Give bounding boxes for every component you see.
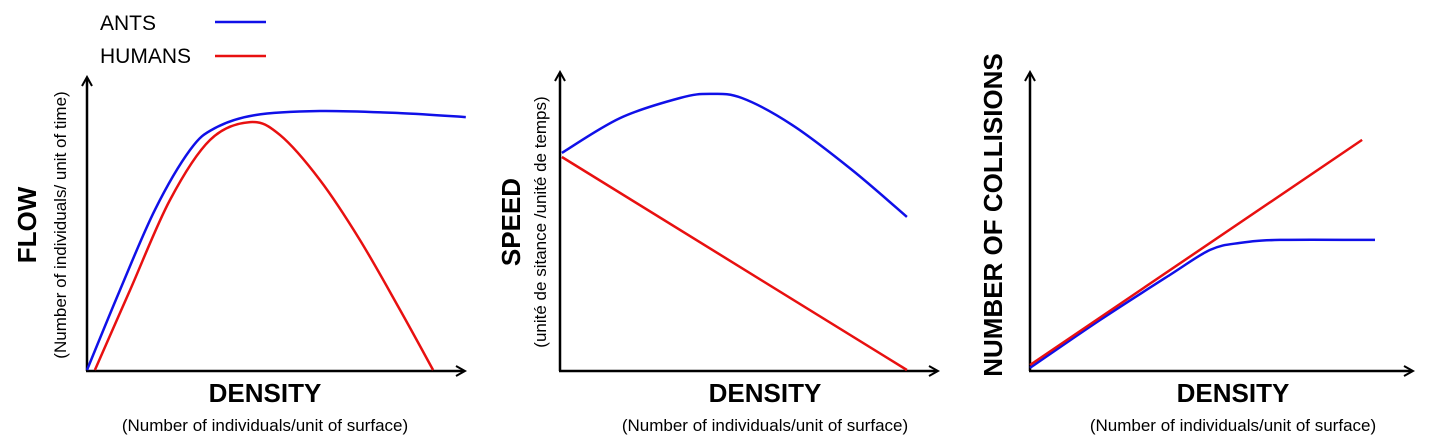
x-axis-subtitle: (Number of individuals/unit of surface) (1090, 416, 1376, 435)
x-axis-title: DENSITY (709, 378, 822, 408)
x-axis-title: DENSITY (1177, 378, 1290, 408)
speed-chart: SPEED (unité de sitance /unité de temps)… (496, 73, 937, 435)
collisions-chart: NUMBER OF COLLISIONS DENSITY (Number of … (978, 53, 1412, 435)
y-axis-title: NUMBER OF COLLISIONS (978, 53, 1008, 377)
y-axis-subtitle: (unité de sitance /unité de temps) (531, 96, 550, 347)
x-axis-subtitle: (Number of individuals/unit of surface) (122, 416, 408, 435)
flow-chart: FLOW (Number of individuals/ unit of tim… (12, 78, 466, 435)
series-line-humans (561, 155, 908, 372)
legend-label-humans: HUMANS (100, 45, 191, 68)
y-axis-title: FLOW (12, 186, 42, 263)
y-axis-title: SPEED (496, 178, 526, 266)
legend: ANTS HUMANS (100, 12, 266, 68)
series-line-ants (1029, 238, 1376, 369)
legend-label-ants: ANTS (100, 12, 156, 35)
x-axis-subtitle: (Number of individuals/unit of surface) (622, 416, 908, 435)
series-line-humans (93, 120, 435, 371)
x-axis-title: DENSITY (209, 378, 322, 408)
series-line-humans (1029, 138, 1363, 367)
series-line-ants (85, 109, 466, 371)
y-axis-subtitle: (Number of individuals/ unit of time) (51, 91, 70, 358)
series-line-ants (561, 92, 908, 218)
